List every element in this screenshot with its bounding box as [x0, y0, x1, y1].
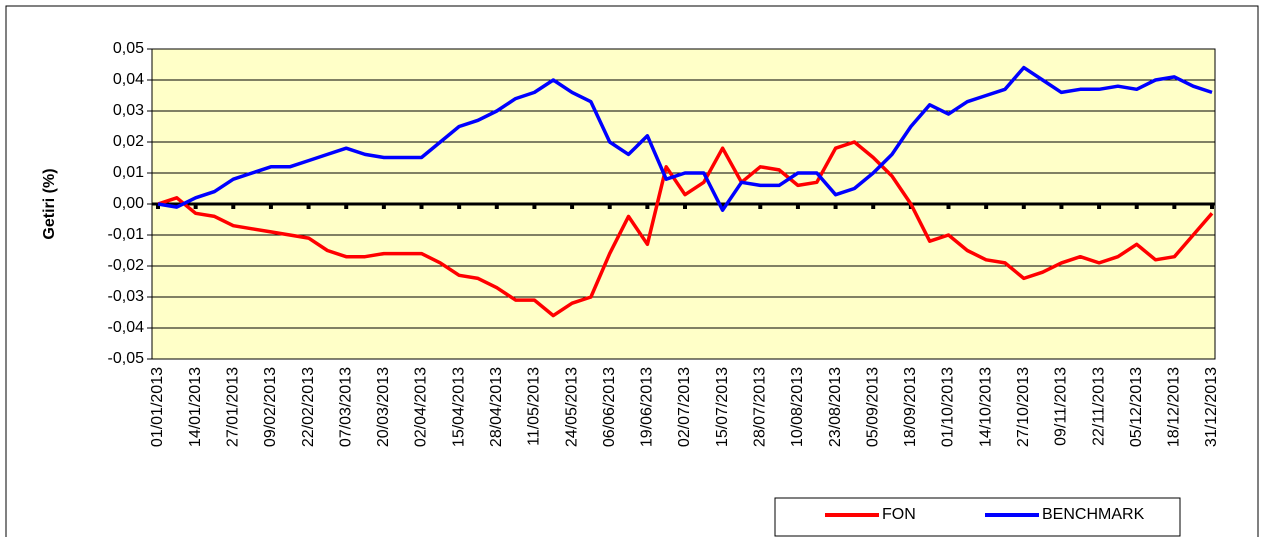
x-tick: [1059, 204, 1064, 209]
x-tick: [193, 204, 198, 209]
x-tick: [1021, 204, 1026, 209]
x-tick-label: 02/04/2013: [413, 367, 430, 447]
x-tick: [871, 204, 876, 209]
x-tick: [419, 204, 424, 209]
y-tick-label: -0,03: [108, 288, 145, 305]
x-tick-label: 24/05/2013: [563, 367, 580, 447]
x-tick-label: 23/08/2013: [827, 367, 844, 447]
series-line: [157, 140, 1214, 318]
y-tick-label: 0,01: [113, 164, 144, 181]
x-tick: [645, 204, 650, 209]
x-tick-label: 15/07/2013: [714, 367, 731, 447]
x-tick: [381, 204, 386, 209]
x-tick-label: 01/10/2013: [940, 367, 957, 447]
x-tick-label: 09/02/2013: [262, 367, 279, 447]
x-tick: [984, 204, 989, 209]
x-tick-label: 27/01/2013: [225, 367, 242, 447]
x-tick-label: 10/08/2013: [789, 367, 806, 447]
x-tick-label: 20/03/2013: [375, 367, 392, 447]
x-tick: [156, 204, 160, 209]
x-tick-label: 02/07/2013: [676, 367, 693, 447]
x-tick-label: 05/09/2013: [864, 367, 881, 447]
series-line: [157, 65, 1213, 212]
x-tick: [532, 204, 537, 209]
x-tick-label: 31/12/2013: [1203, 367, 1220, 447]
x-tick: [494, 204, 499, 209]
x-tick: [1134, 204, 1139, 209]
y-tick-label: 0,02: [113, 133, 144, 150]
x-tick-label: 09/11/2013: [1053, 367, 1070, 446]
x-tick-label: 18/09/2013: [902, 367, 919, 447]
x-tick: [570, 204, 575, 209]
legend-label: FON: [882, 506, 916, 523]
x-tick-label: 22/11/2013: [1090, 367, 1107, 446]
y-tick-label: -0,02: [108, 257, 145, 274]
x-tick: [1172, 204, 1177, 209]
x-tick: [344, 204, 349, 209]
chart-border: [5, 5, 1259, 542]
x-tick: [683, 204, 687, 209]
x-tick-label: 27/10/2013: [1015, 367, 1032, 447]
x-tick: [268, 204, 273, 209]
x-tick-label: 19/06/2013: [639, 367, 656, 447]
x-tick-label: 07/03/2013: [337, 367, 354, 447]
x-tick: [833, 204, 838, 209]
y-tick-label: -0,05: [108, 350, 145, 367]
x-tick-label: 22/02/2013: [300, 367, 317, 447]
y-tick-label: 0,04: [113, 71, 144, 88]
x-tick: [607, 204, 612, 209]
x-tick: [946, 204, 951, 209]
x-tick-label: 05/12/2013: [1128, 367, 1145, 447]
x-tick: [1097, 204, 1102, 209]
x-tick-label: 06/06/2013: [601, 367, 618, 447]
x-tick: [306, 204, 311, 209]
x-tick: [758, 204, 763, 209]
x-tick-label: 28/07/2013: [752, 367, 769, 447]
legend-label: BENCHMARK: [1042, 506, 1145, 523]
y-tick-label: 0,05: [113, 40, 144, 57]
x-tick: [457, 204, 462, 209]
x-tick-label: 01/01/2013: [149, 367, 166, 447]
x-tick-label: 15/04/2013: [450, 367, 467, 447]
y-tick-label: 0,03: [113, 102, 144, 119]
x-tick-label: 28/04/2013: [488, 367, 505, 447]
x-tick-label: 18/12/2013: [1166, 367, 1183, 447]
x-tick-label: 14/10/2013: [977, 367, 994, 447]
x-tick: [795, 204, 800, 209]
y-axis-label: Getiri (%): [41, 168, 58, 239]
x-tick-label: 14/01/2013: [187, 367, 204, 447]
x-tick-label: 11/05/2013: [526, 367, 543, 446]
y-tick-label: -0,04: [108, 319, 145, 336]
y-tick-label: -0,01: [108, 226, 145, 243]
x-tick: [231, 204, 236, 209]
x-tick: [1210, 204, 1214, 209]
y-tick-label: 0,00: [113, 195, 144, 212]
